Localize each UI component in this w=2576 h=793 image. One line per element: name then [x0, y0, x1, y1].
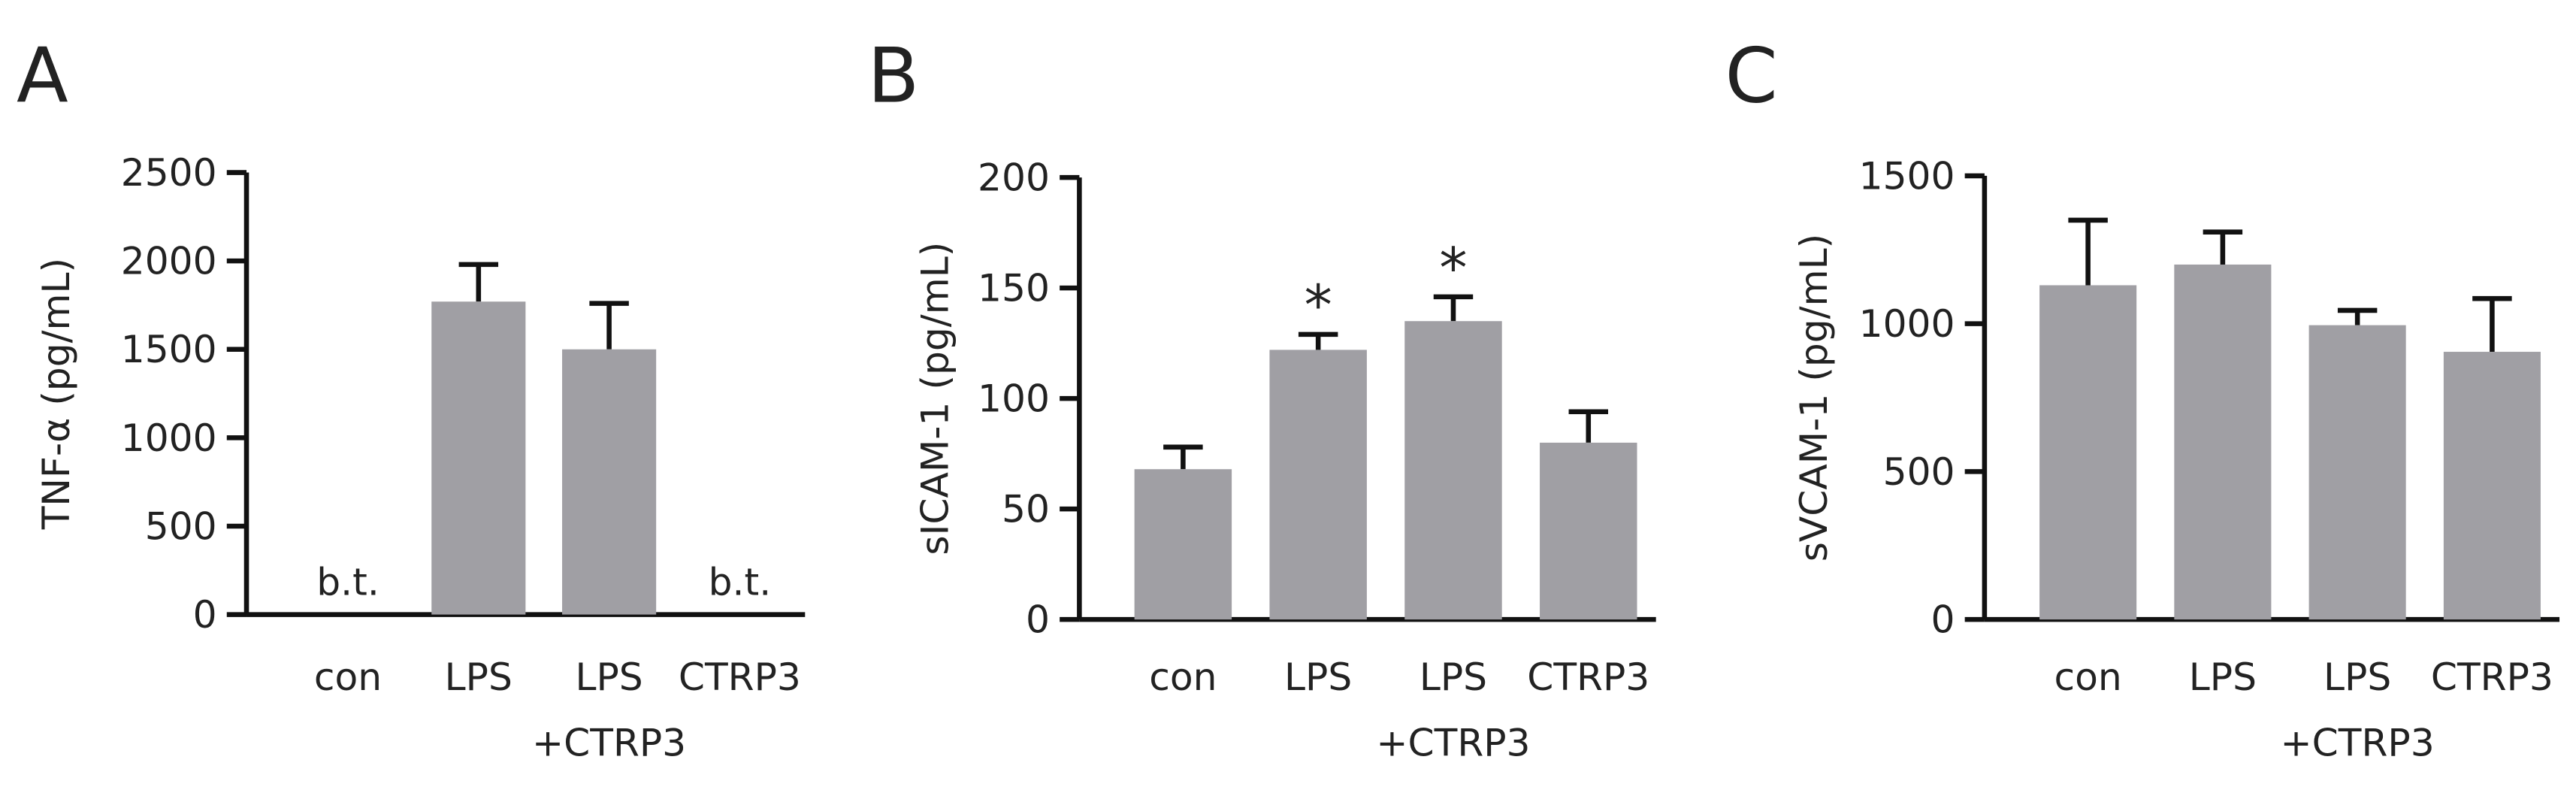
y-tick-label: 1500	[1859, 153, 1955, 198]
bar	[2039, 285, 2137, 620]
significance-mark: *	[1439, 235, 1467, 301]
x-tick-label: LPS +CTRP3	[532, 655, 686, 764]
x-tick-label: con	[1149, 655, 1217, 699]
x-tick-label: LPS	[445, 655, 512, 699]
x-tick-label: con	[314, 655, 382, 699]
y-tick-label: 100	[978, 377, 1050, 421]
y-tick-label: 150	[978, 266, 1050, 310]
panel-label: A	[17, 32, 68, 120]
x-tick-label: LPS	[1284, 655, 1352, 699]
panel-label: C	[1725, 32, 1777, 120]
y-tick-label: 0	[1931, 598, 1955, 642]
bar	[562, 349, 657, 615]
y-tick-label: 500	[145, 504, 217, 548]
value-label: b.t.	[709, 559, 772, 604]
bar	[2443, 352, 2541, 620]
y-tick-label: 0	[193, 592, 217, 637]
y-tick-label: 50	[1002, 487, 1050, 531]
bar	[1540, 442, 1637, 620]
bar	[1269, 350, 1367, 620]
bar	[1134, 469, 1232, 620]
x-tick-label: CTRP3	[1527, 655, 1649, 699]
y-tick-label: 1000	[121, 416, 217, 460]
bar	[431, 301, 526, 615]
y-tick-label: 1500	[121, 327, 217, 371]
x-tick-label: LPS +CTRP3	[1376, 655, 1530, 764]
x-tick-label: LPS	[2189, 655, 2257, 699]
y-tick-label: 2000	[121, 239, 217, 283]
y-axis-label: TNF-α (pg/mL)	[34, 258, 78, 530]
y-tick-label: 500	[1883, 449, 1955, 494]
y-axis-label: sVCAM-1 (pg/mL)	[1791, 234, 1836, 561]
bar	[2174, 264, 2272, 620]
value-label: b.t.	[316, 559, 379, 604]
y-tick-label: 200	[978, 156, 1050, 200]
bar	[2308, 325, 2406, 620]
y-tick-label: 0	[1026, 598, 1050, 642]
significance-mark: *	[1305, 273, 1332, 338]
x-tick-label: con	[2054, 655, 2121, 699]
x-tick-label: CTRP3	[679, 655, 801, 699]
y-tick-label: 1000	[1859, 301, 1955, 346]
panel-label: B	[867, 32, 919, 120]
y-axis-label: sICAM-1 (pg/mL)	[912, 242, 957, 555]
x-tick-label: CTRP3	[2431, 655, 2553, 699]
bar	[1404, 321, 1502, 620]
y-tick-label: 2500	[121, 150, 217, 195]
x-tick-label: LPS +CTRP3	[2281, 655, 2435, 764]
